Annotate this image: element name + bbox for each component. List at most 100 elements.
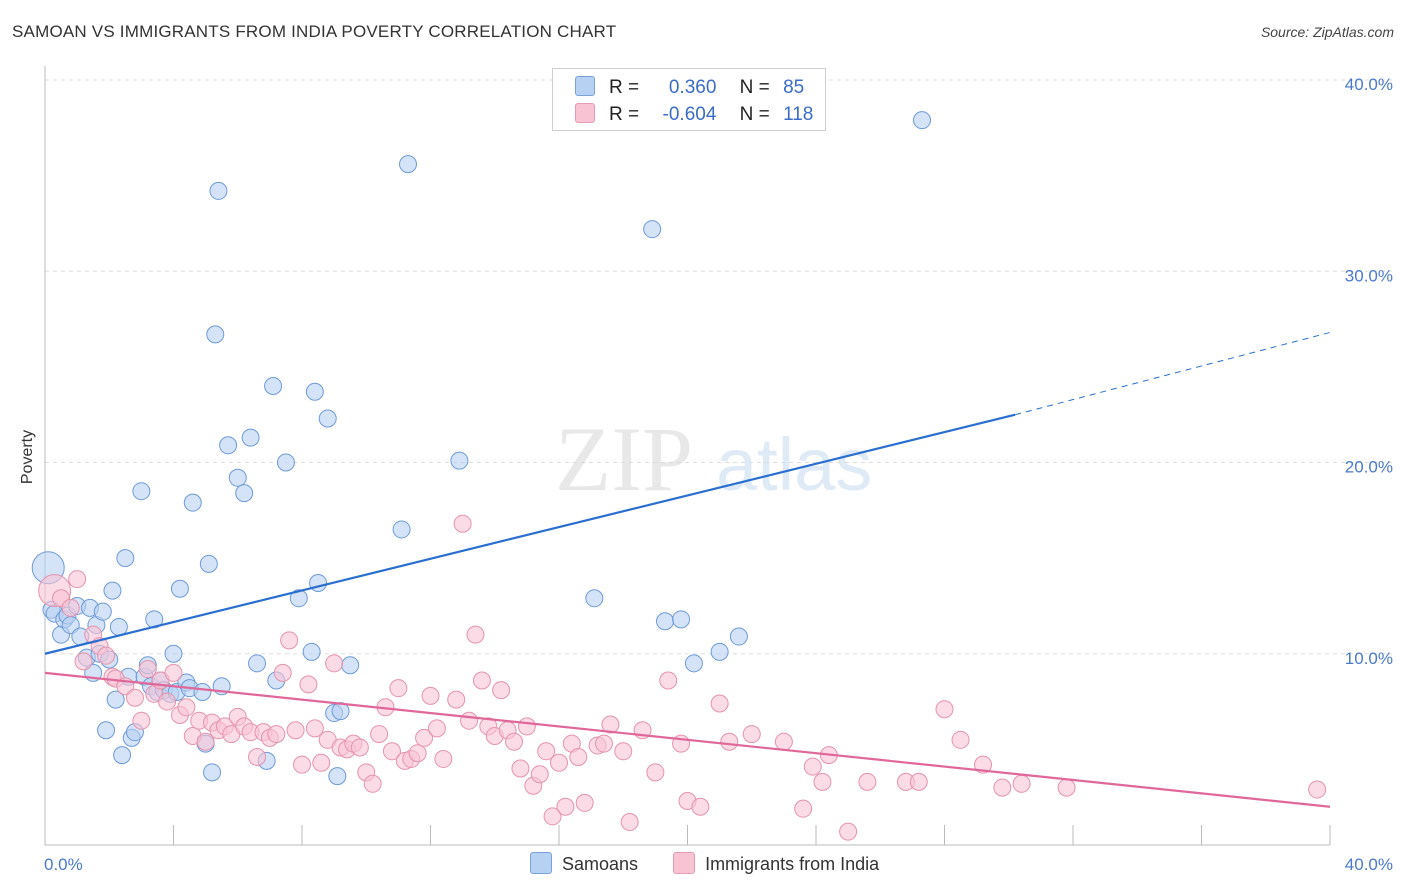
y-tick-label: 30.0% xyxy=(1345,266,1393,285)
india-point xyxy=(61,598,80,617)
india-point xyxy=(312,753,331,772)
india-point xyxy=(164,663,183,682)
samoans-point xyxy=(913,111,932,130)
samoans-trend-line xyxy=(44,413,1016,655)
india-points xyxy=(38,514,1327,841)
series-swatch-samoans xyxy=(530,852,552,874)
y-tick-label: 20.0% xyxy=(1345,458,1393,477)
india-point xyxy=(517,717,536,736)
series-legend-item-samoans[interactable]: Samoans xyxy=(530,852,638,875)
india-point xyxy=(1057,778,1076,797)
samoans-point xyxy=(132,482,151,501)
india-trend-line xyxy=(44,671,1331,808)
india-point xyxy=(974,755,993,774)
india-point xyxy=(421,686,440,705)
india-point xyxy=(710,694,729,713)
samoans-point xyxy=(264,377,283,395)
series-legend: Samoans Immigrants from India xyxy=(530,852,909,875)
india-point xyxy=(453,514,472,533)
legend-n-value-india: 118 xyxy=(783,104,814,125)
samoans-point xyxy=(276,453,295,472)
india-point xyxy=(813,772,832,791)
india-point xyxy=(569,748,588,767)
india-point xyxy=(691,797,710,816)
india-point xyxy=(575,793,594,812)
india-point xyxy=(325,654,344,673)
india-point xyxy=(408,744,427,763)
india-point xyxy=(74,652,93,671)
india-point xyxy=(543,807,562,826)
x-tick-label: 40.0% xyxy=(1345,855,1393,874)
samoans-point xyxy=(164,644,183,663)
india-point xyxy=(267,725,286,744)
india-point xyxy=(273,663,292,682)
legend-n-label: N = xyxy=(739,77,770,98)
legend-swatch-samoans xyxy=(575,76,595,96)
samoans-point xyxy=(97,721,116,740)
watermark-zip: ZIP xyxy=(555,408,693,510)
samoans-point xyxy=(183,493,202,512)
samoans-point xyxy=(684,654,703,673)
india-point xyxy=(132,711,151,730)
samoans-point xyxy=(106,690,125,709)
trend-lines xyxy=(44,331,1331,808)
samoans-point xyxy=(170,579,189,598)
samoans-point xyxy=(643,220,662,239)
y-tick-label: 10.0% xyxy=(1345,649,1393,668)
samoans-point xyxy=(399,155,418,174)
legend-swatch-india xyxy=(575,103,595,123)
india-point xyxy=(492,681,511,700)
india-point xyxy=(537,742,556,761)
samoans-point xyxy=(206,325,225,344)
india-point xyxy=(530,765,549,784)
samoans-point xyxy=(305,382,324,401)
samoans-point xyxy=(193,683,212,701)
india-point xyxy=(415,728,434,747)
axes xyxy=(44,66,1331,846)
india-point xyxy=(460,711,479,730)
samoans-point xyxy=(235,484,254,503)
india-point xyxy=(646,763,665,782)
india-point xyxy=(447,690,466,709)
india-point xyxy=(466,625,485,644)
samoans-point xyxy=(302,642,321,661)
india-point xyxy=(68,570,87,589)
india-point xyxy=(742,725,761,744)
india-point xyxy=(138,660,157,679)
samoans-point xyxy=(656,612,675,631)
india-point xyxy=(935,700,954,719)
samoans-point xyxy=(228,468,247,487)
india-point xyxy=(601,715,620,734)
samoans-point xyxy=(203,763,222,782)
india-point xyxy=(299,675,318,694)
india-point xyxy=(803,757,822,776)
india-point xyxy=(427,719,446,738)
india-point xyxy=(505,732,524,751)
india-point xyxy=(158,692,177,711)
legend-r-label: R = xyxy=(609,104,640,125)
chart-title: SAMOAN VS IMMIGRANTS FROM INDIA POVERTY … xyxy=(12,22,617,41)
india-point xyxy=(556,797,575,816)
legend-row-india: R = -0.604 N = 118 xyxy=(575,103,813,127)
samoans-point xyxy=(710,642,729,661)
india-point xyxy=(909,772,928,791)
source-label: Source: ZipAtlas.com xyxy=(1260,24,1394,40)
india-point xyxy=(177,698,196,717)
series-swatch-india xyxy=(673,852,696,874)
samoans-point xyxy=(109,617,128,636)
series-legend-item-india[interactable]: Immigrants from India xyxy=(673,852,879,875)
india-point xyxy=(305,719,324,738)
samoans-point xyxy=(729,627,748,646)
india-point xyxy=(97,646,116,665)
samoans-point xyxy=(672,610,691,629)
series-label-india: Immigrants from India xyxy=(705,854,880,874)
india-point xyxy=(370,725,389,744)
samoans-point xyxy=(328,767,347,786)
india-point xyxy=(594,734,613,753)
samoans-point xyxy=(219,436,238,455)
tick-labels: 10.0% 20.0% 30.0% 40.0% 0.0% 40.0% xyxy=(44,75,1393,874)
india-point xyxy=(293,755,311,774)
samoans-point xyxy=(113,746,132,765)
x-tick-label: 0.0% xyxy=(44,855,83,874)
